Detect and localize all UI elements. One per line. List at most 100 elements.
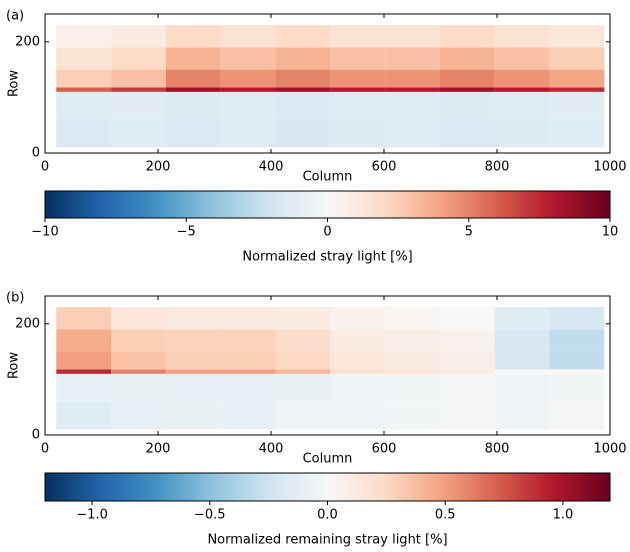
- heatmap-cell: [330, 69, 386, 88]
- heatmap-cell: [385, 91, 440, 120]
- heatmap-cell: [220, 25, 276, 48]
- heatmap-cell: [275, 47, 331, 70]
- heatmap-cell: [220, 91, 276, 120]
- heatmap-cell: [385, 329, 440, 352]
- heatmap-cell: [549, 329, 605, 352]
- heatmap-cell: [56, 351, 112, 370]
- x-tick-label: 600: [372, 442, 397, 457]
- heatmap-cell: [439, 401, 495, 430]
- heatmap-cell: [385, 351, 440, 370]
- y-axis-label: Row: [7, 352, 22, 379]
- heatmap-cell: [111, 369, 166, 374]
- y-tick-label: 200: [15, 316, 40, 331]
- heatmap-cell: [275, 401, 331, 430]
- heatmap-cell: [549, 69, 605, 88]
- heatmap-cell: [330, 369, 386, 374]
- heatmap-cell: [330, 25, 386, 48]
- colorbar-tick-label: 0: [323, 225, 331, 240]
- heatmap-cell: [385, 87, 440, 92]
- heatmap-cell: [111, 351, 166, 370]
- heatmap-cell: [165, 351, 221, 370]
- heatmap-cell: [111, 119, 166, 148]
- heatmap-cell: [549, 351, 605, 370]
- x-tick-label: 400: [259, 160, 284, 175]
- heatmap-cell: [111, 69, 166, 88]
- heatmap-cell: [165, 87, 221, 92]
- heatmap-cell: [275, 25, 331, 48]
- x-tick-label: 600: [372, 160, 397, 175]
- heatmap-cell: [56, 91, 112, 120]
- heatmap-cell: [549, 369, 605, 374]
- heatmap-cell: [165, 119, 221, 148]
- x-tick-label: 800: [485, 442, 510, 457]
- heatmap-cell: [385, 69, 440, 88]
- heatmap-cell: [330, 373, 386, 402]
- heatmap-cell: [549, 119, 605, 148]
- y-axis-label: Row: [7, 70, 22, 97]
- heatmap-cell: [220, 373, 276, 402]
- heatmap-cell: [494, 69, 550, 88]
- colorbar-tick-label: −1.0: [76, 508, 108, 523]
- heatmap-cell: [330, 47, 386, 70]
- heatmap-cell: [439, 119, 495, 148]
- heatmap-cell: [385, 373, 440, 402]
- heatmap-cell: [56, 401, 112, 430]
- heatmap-cell: [439, 91, 495, 120]
- heatmap-cell: [439, 69, 495, 88]
- x-tick-label: 0: [41, 160, 49, 175]
- heatmap-cell: [549, 401, 605, 430]
- heatmap-cell: [111, 87, 166, 92]
- heatmap-cell: [111, 91, 166, 120]
- heatmap-cell: [220, 87, 276, 92]
- y-tick-label: 0: [32, 146, 40, 161]
- heatmap-cell: [165, 369, 221, 374]
- colorbar-tick-label: 10: [602, 225, 619, 240]
- heatmap-cell: [275, 119, 331, 148]
- heatmap-cell: [494, 47, 550, 70]
- heatmap-cell: [165, 401, 221, 430]
- heatmap-cell: [330, 351, 386, 370]
- heatmap-cell: [330, 401, 386, 430]
- heatmap-cell: [56, 119, 112, 148]
- heatmap-cell: [56, 369, 112, 374]
- heatmap-cell: [56, 25, 112, 48]
- colorbar: [44, 472, 611, 502]
- heatmap-cell: [56, 69, 112, 88]
- heatmap-cell: [111, 401, 166, 430]
- heatmap-cell: [56, 47, 112, 70]
- heatmap-cell: [275, 373, 331, 402]
- colorbar-tick-label: 1.0: [553, 508, 574, 523]
- colorbar-label: Normalized remaining stray light [%]: [207, 533, 447, 548]
- heatmap-cell: [220, 69, 276, 88]
- heatmap-cell: [549, 307, 605, 330]
- heatmap-cell: [385, 47, 440, 70]
- y-tick-label: 0: [32, 428, 40, 443]
- heatmap-cell: [111, 47, 166, 70]
- heatmap-cell: [385, 25, 440, 48]
- heatmap-cell: [439, 307, 495, 330]
- heatmap-cell: [385, 369, 440, 374]
- heatmap-cell: [220, 329, 276, 352]
- heatmap-cell: [165, 25, 221, 48]
- heatmap-cell: [165, 47, 221, 70]
- heatmap-cell: [494, 401, 550, 430]
- x-tick-label: 200: [146, 442, 171, 457]
- heatmap-cell: [549, 25, 605, 48]
- heatmap-cell: [275, 351, 331, 370]
- colorbar: [44, 190, 611, 219]
- heatmap-cell: [439, 369, 495, 374]
- heatmap-cell: [220, 307, 276, 330]
- heatmap-cell: [494, 373, 550, 402]
- heatmap-cell: [385, 401, 440, 430]
- heatmap-cell: [439, 351, 495, 370]
- heatmap-cell: [220, 369, 276, 374]
- heatmap-cell: [549, 91, 605, 120]
- heatmap-cell: [165, 91, 221, 120]
- heatmap-cell: [494, 351, 550, 370]
- y-tick-label: 200: [15, 34, 40, 49]
- heatmap-cell: [220, 119, 276, 148]
- heatmap-cell: [439, 373, 495, 402]
- colorbar-tick-label: −5: [177, 225, 196, 240]
- heatmap-cell: [275, 329, 331, 352]
